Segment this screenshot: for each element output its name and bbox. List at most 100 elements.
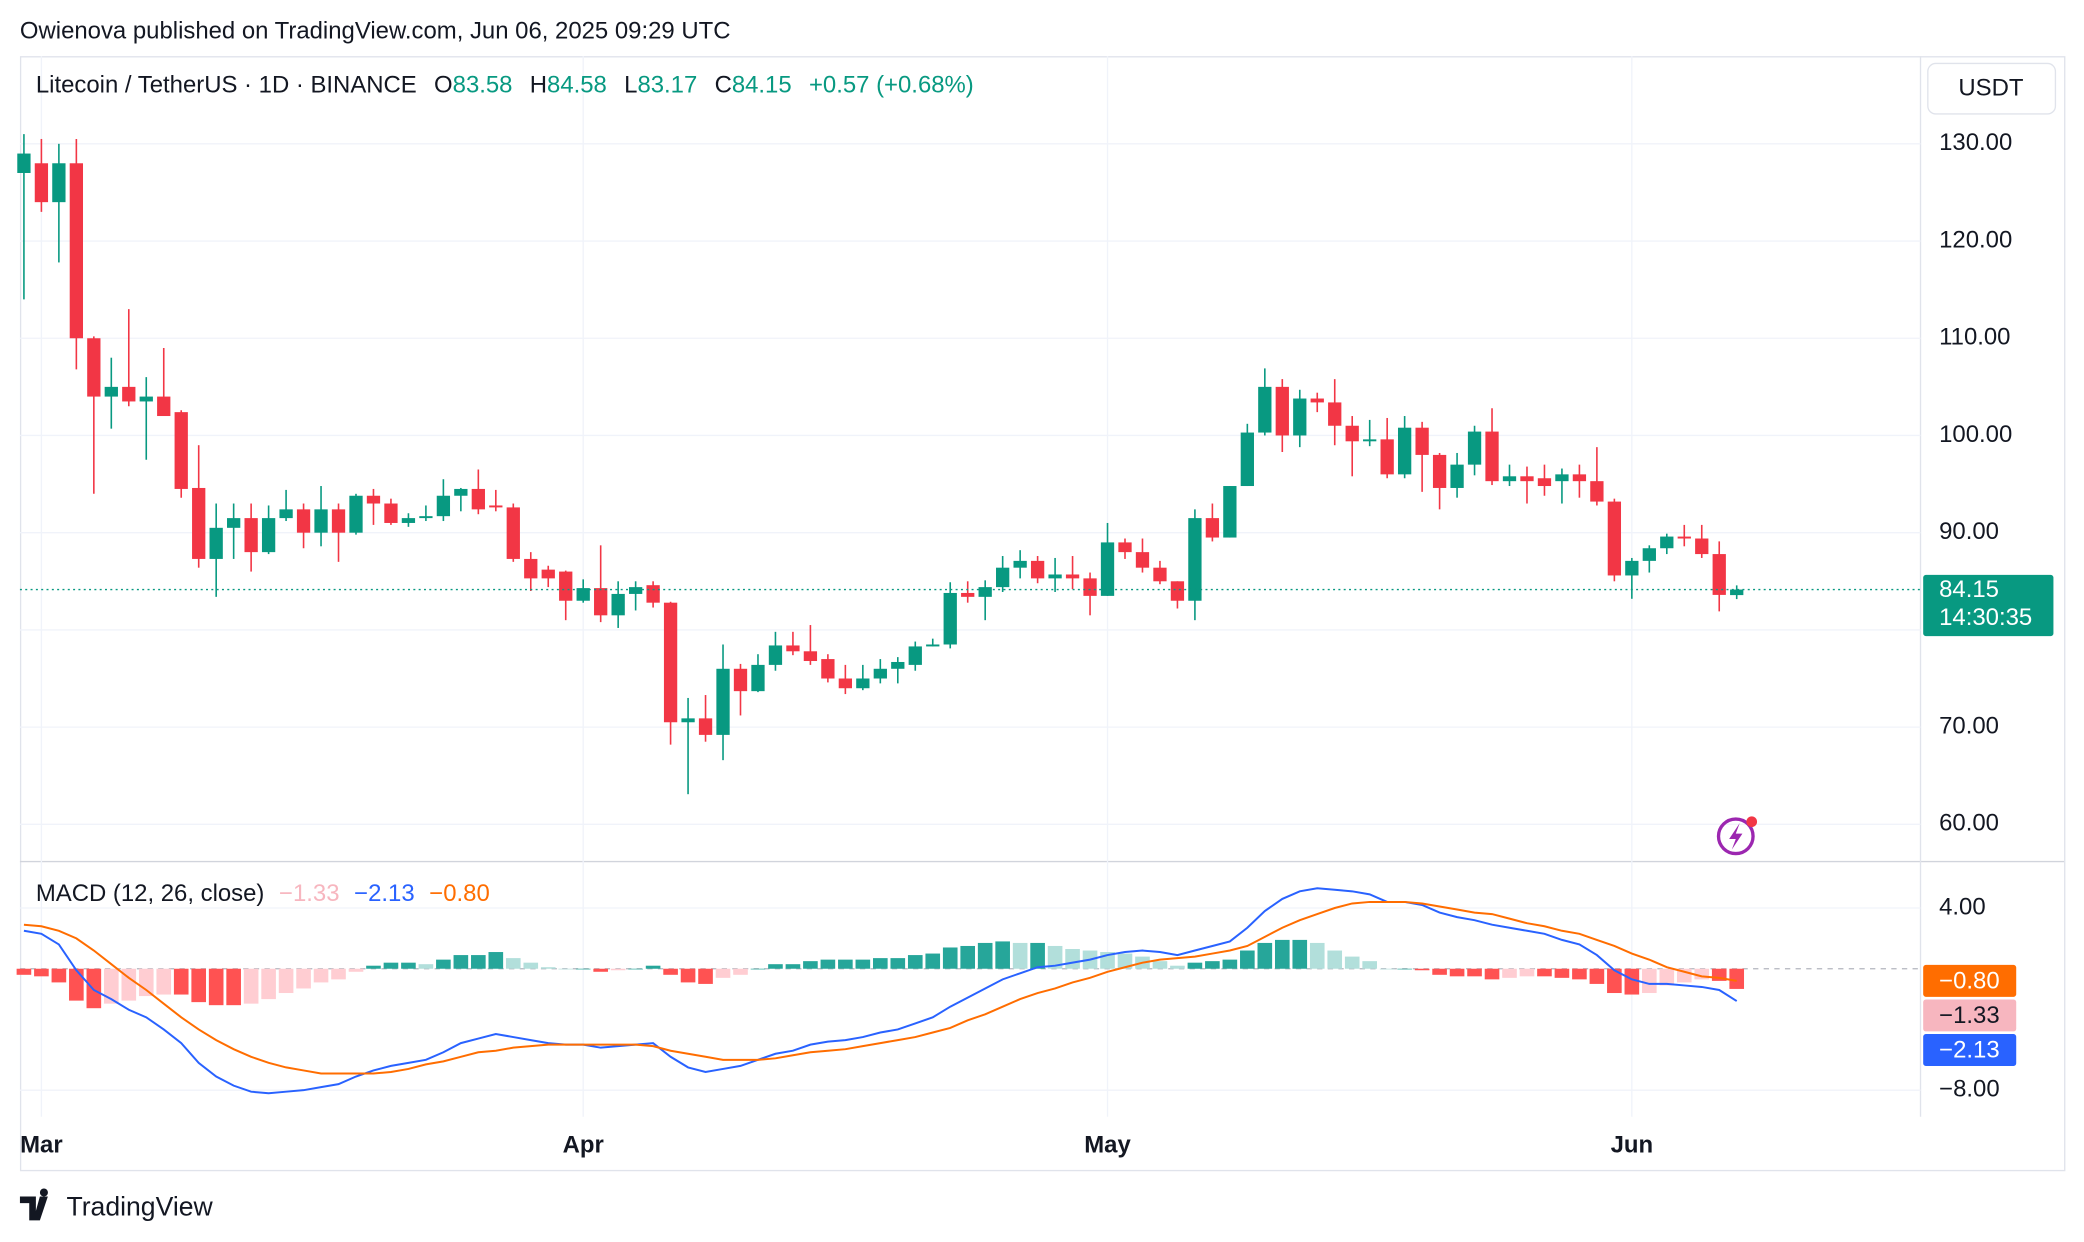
candle-body [698,718,713,735]
histogram-bar [645,965,661,969]
histogram-bar [785,964,801,969]
candle-body [279,509,293,519]
candle-body [1310,398,1324,403]
value-badge-label: −0.80 [1939,968,2000,995]
candle-body [1625,560,1639,576]
brand-logo: TradingView [19,1188,214,1221]
ohlc-letter: O [434,72,453,99]
y-tick-label: 90.00 [1939,518,1999,545]
histogram-bar [1379,968,1395,970]
value-badge [1923,999,2017,1032]
candle-body [104,386,118,397]
candle-body [821,659,835,679]
candle-body [454,488,468,496]
candle-body [244,518,258,553]
candle-body [559,571,573,601]
candle-body [786,645,800,652]
y-tick-label: 120.00 [1939,226,2012,253]
histogram-bar [1327,950,1343,969]
y-tick-label: −8.00 [1939,1075,2000,1102]
currency-label: USDT [1958,75,2023,102]
histogram-bar [138,968,154,997]
histogram-bar [453,955,469,969]
candle-body [1135,552,1150,568]
histogram-bar [401,962,416,969]
histogram-bar [1344,956,1360,969]
candle-body [157,396,171,417]
candle-body [1520,476,1534,482]
histogram-bar [838,959,853,969]
candle-body [122,386,136,402]
candle-body [52,163,66,203]
histogram-bar [471,955,486,969]
candle-body [1223,486,1237,538]
histogram-bar [69,968,84,1001]
histogram-bar [348,968,364,972]
candle-body [1450,464,1464,488]
alert-icon[interactable] [1716,816,1758,856]
candle-body [1100,542,1115,596]
candle-body [1590,481,1604,502]
histogram-bar [1694,968,1710,980]
histogram-bar [51,968,67,983]
candle-body [1712,554,1726,595]
histogram-bar [366,965,381,969]
histogram-bar [610,968,626,971]
candle-body [716,668,730,735]
histogram-bar [1205,961,1220,969]
x-tick-label: Apr [563,1131,604,1158]
brand-name: TradingView [66,1191,213,1221]
candle-body [1555,474,1569,482]
histogram-bar [86,968,102,1009]
candle-body [1170,581,1185,601]
candle-body [401,518,416,523]
histogram-bar [820,959,836,969]
candle-body [1258,386,1272,433]
indicator-line [23,887,1738,1095]
value-badge [1923,964,2017,997]
candle-body [1642,548,1656,561]
plot [16,134,1921,1095]
candle-body [1240,432,1254,487]
value-badge-label: −2.13 [1939,1037,2000,1064]
histogram-bar [698,968,713,984]
histogram-bar [383,962,399,969]
ohlc-letter: H [530,72,547,99]
histogram-bar [1589,968,1605,984]
candle-body [192,487,206,559]
histogram-bar [1642,968,1657,994]
histogram-bar [1292,939,1308,969]
histogram-bar [540,967,556,969]
candle-body [1695,538,1709,555]
x-tick-label: May [1084,1131,1131,1158]
candle-body [436,495,451,517]
histogram-bar [977,942,993,969]
histogram-bar [1729,968,1745,989]
candle-body [681,718,695,723]
candle-body [611,593,625,616]
histogram-bar [1257,942,1273,969]
y-tick-label: 130.00 [1939,129,2012,156]
symbol-legend: Litecoin / TetherUS · 1D · BINANCE O83.5… [36,72,974,99]
histogram-bar [680,968,696,983]
histogram-bar [1467,968,1482,977]
candle-body [524,558,538,579]
histogram-bar [733,968,748,975]
histogram-bar [1624,968,1640,995]
candle-body [69,163,84,339]
candle-body [1485,431,1499,482]
candle-body [1537,478,1552,487]
candle-body [1083,578,1097,596]
histogram-bar [418,964,434,969]
y-tick-label: 4.00 [1939,893,1986,920]
currency-button[interactable] [1927,62,2057,115]
value-badge [1923,1034,2017,1066]
histogram-bar [1659,968,1675,986]
histogram-bar [1607,968,1622,994]
histogram-bar [1572,968,1587,980]
candle-body [366,495,381,504]
candle-body [1730,589,1744,596]
candle-body [891,661,905,669]
histogram-bar [278,968,294,994]
